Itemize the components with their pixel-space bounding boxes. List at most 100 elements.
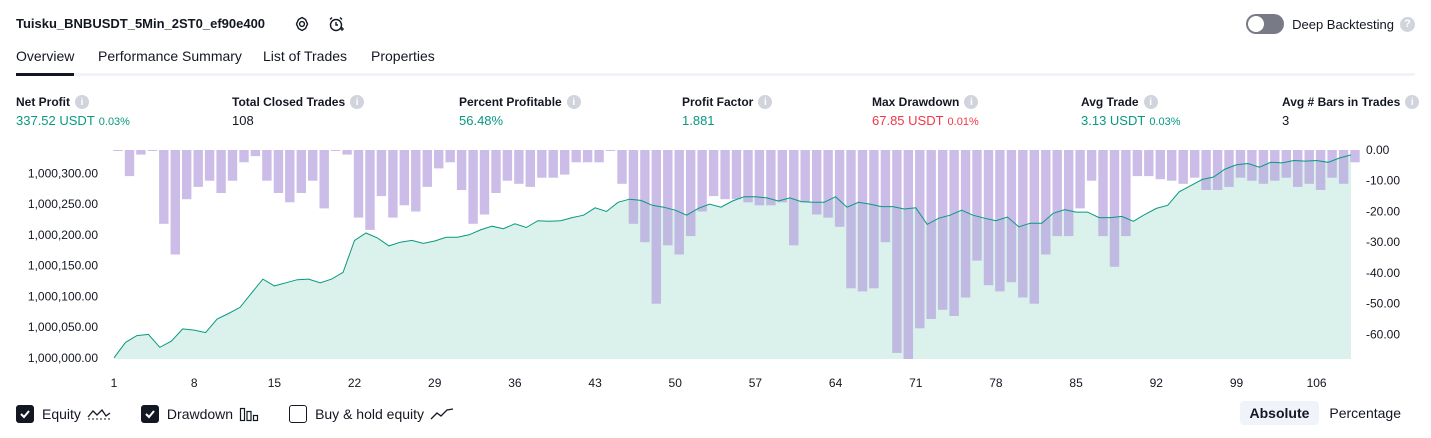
- metric-value: 337.52 USDT: [16, 113, 95, 128]
- drawdown-bar: [731, 150, 742, 200]
- metric-value: 1.881: [682, 113, 715, 128]
- deep-backtesting-label: Deep Backtesting: [1292, 16, 1394, 32]
- absolute-button[interactable]: Absolute: [1239, 401, 1320, 425]
- left-axis-tick: 1,000,000.00: [28, 351, 98, 365]
- drawdown-bar: [262, 150, 272, 181]
- drawdown-bar: [1338, 150, 1349, 184]
- info-icon[interactable]: i: [1405, 95, 1420, 109]
- drawdown-bar: [708, 150, 719, 197]
- drawdown-bar: [1350, 150, 1360, 163]
- metric-avg-bars-in-trades: Avg # Bars in Trades i 3: [1282, 94, 1420, 128]
- x-axis-tick: 106: [1307, 376, 1327, 390]
- drawdown-bar: [365, 150, 375, 230]
- buy-hold-checkbox[interactable]: [289, 405, 308, 423]
- metric-label: Net Profit: [16, 95, 70, 109]
- deep-backtesting-toggle[interactable]: [1246, 14, 1285, 34]
- left-axis-tick: 1,000,150.00: [28, 259, 98, 273]
- x-axis-tick: 71: [909, 376, 923, 390]
- drawdown-bar: [1041, 150, 1051, 255]
- left-axis-tick: 1,000,100.00: [28, 289, 98, 303]
- drawdown-bar: [1212, 150, 1223, 190]
- drawdown-bar: [628, 150, 639, 224]
- drawdown-bar: [960, 150, 971, 298]
- drawdown-bar: [651, 150, 661, 304]
- chart-legend: Equity Drawdown Buy & hold equity: [16, 403, 484, 425]
- x-axis-tick: 43: [588, 376, 602, 390]
- drawdown-bar: [926, 150, 936, 319]
- drawdown-bar: [537, 150, 547, 178]
- tab-performance-summary[interactable]: Performance Summary: [98, 48, 242, 64]
- drawdown-bar: [182, 150, 192, 200]
- equity-line-icon: [87, 408, 111, 420]
- x-axis-tick: 1: [111, 376, 118, 390]
- drawdown-bar: [376, 150, 387, 197]
- right-axis-tick: -20.00: [1366, 205, 1400, 219]
- drawdown-bar: [697, 150, 707, 212]
- metric-label: Total Closed Trades: [232, 95, 346, 109]
- metric-label: Profit Factor: [682, 95, 754, 109]
- drawdown-bar: [147, 150, 158, 151]
- info-icon[interactable]: i: [566, 95, 581, 109]
- drawdown-bar: [1178, 150, 1188, 184]
- drawdown-bar: [1029, 150, 1039, 304]
- tab-overview[interactable]: Overview: [16, 48, 75, 76]
- drawdown-bar: [456, 150, 467, 190]
- metric-value: 3.13 USDT: [1081, 113, 1146, 128]
- info-icon[interactable]: i: [350, 95, 365, 109]
- strategy-title: Tuisku_BNBUSDT_5Min_2ST0_ef90e400: [16, 16, 266, 31]
- drawdown-checkbox[interactable]: [140, 405, 159, 423]
- drawdown-bar: [892, 150, 902, 353]
- metric-value: 67.85 USDT: [872, 113, 944, 128]
- metric-percent: 0.03%: [98, 116, 130, 128]
- right-axis-tick: -30.00: [1366, 235, 1400, 249]
- tab-properties[interactable]: Properties: [371, 48, 435, 64]
- drawdown-bar: [777, 150, 787, 203]
- drawdown-bar: [880, 150, 891, 243]
- drawdown-bar: [1167, 150, 1177, 181]
- metrics-row: Net Profit i 337.52 USDT 0.03% Total Close…: [16, 94, 1420, 130]
- left-axis-tick: 1,000,250.00: [28, 197, 98, 211]
- equity-drawdown-chart[interactable]: 1,000,000.00 1,000,050.00 1,000,100.00 1,00…: [0, 140, 1431, 395]
- x-axis-tick: 22: [348, 376, 362, 390]
- metric-value: 108: [232, 113, 254, 128]
- info-icon[interactable]: i: [75, 95, 89, 109]
- legend-drawdown[interactable]: Drawdown: [140, 405, 259, 423]
- drawdown-bar: [1018, 150, 1028, 298]
- drawdown-bar: [640, 150, 650, 243]
- x-axis-tick: 64: [829, 376, 843, 390]
- toggle-knob: [1248, 16, 1265, 32]
- drawdown-bar: [617, 150, 627, 184]
- drawdown-bar: [846, 150, 856, 289]
- drawdown-bar: [330, 150, 341, 151]
- x-axis-tick: 99: [1230, 376, 1244, 390]
- drawdown-bar: [285, 150, 295, 203]
- legend-buy-hold-equity[interactable]: Buy & hold equity: [289, 405, 454, 423]
- equity-checkbox[interactable]: [16, 405, 34, 423]
- right-axis-tick: -50.00: [1366, 297, 1400, 311]
- legend-equity[interactable]: Equity: [16, 405, 111, 423]
- info-icon[interactable]: i: [758, 95, 773, 109]
- drawdown-bar: [663, 150, 673, 246]
- drawdown-bar: [1098, 150, 1108, 237]
- drawdown-bar: [720, 150, 730, 200]
- help-icon[interactable]: ?: [1400, 16, 1415, 32]
- left-axis-tick: 1,000,200.00: [28, 228, 98, 242]
- percentage-button[interactable]: Percentage: [1329, 405, 1401, 421]
- tab-list-of-trades[interactable]: List of Trades: [263, 48, 348, 64]
- deep-backtesting-control: Deep Backtesting ?: [1246, 14, 1415, 34]
- drawdown-bar: [342, 150, 352, 155]
- alert-clock-icon[interactable]: [326, 14, 346, 34]
- right-axis-tick: -40.00: [1366, 266, 1400, 280]
- metric-max-drawdown: Max Drawdown i 67.85 USDT 0.01%: [872, 94, 979, 128]
- legend-label: Equity: [42, 406, 81, 422]
- info-icon[interactable]: i: [964, 95, 979, 109]
- drawdown-bar: [239, 150, 249, 163]
- metric-label: Percent Profitable: [459, 95, 562, 109]
- drawdown-bar: [1155, 150, 1165, 180]
- metric-net-profit: Net Profit i 337.52 USDT 0.03%: [16, 94, 130, 128]
- info-icon[interactable]: i: [1143, 95, 1158, 109]
- drawdown-bar: [353, 150, 364, 218]
- drawdown-bar: [468, 150, 478, 224]
- settings-icon[interactable]: [292, 14, 312, 34]
- drawdown-bar: [388, 150, 398, 218]
